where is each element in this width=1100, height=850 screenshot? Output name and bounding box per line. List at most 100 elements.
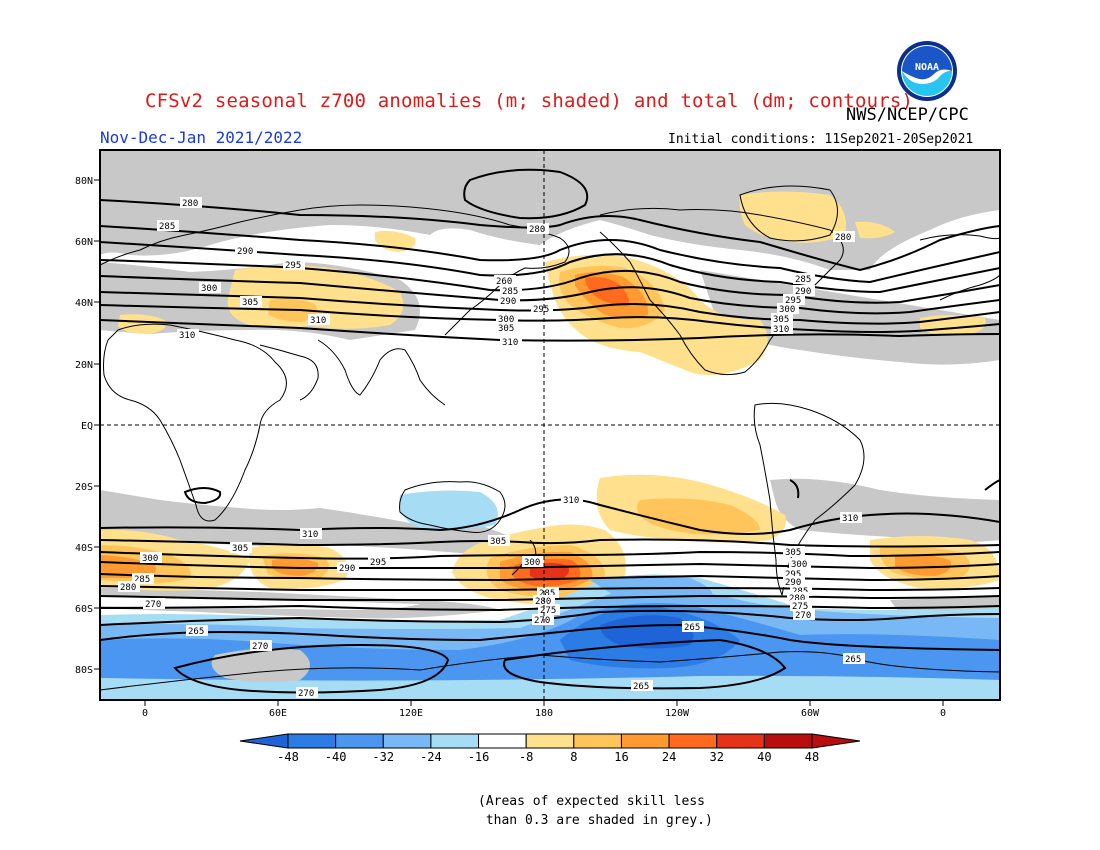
lon-label: 0 [940, 708, 946, 719]
svg-text:275: 275 [540, 606, 556, 616]
colorbar-box [287, 733, 337, 749]
svg-text:280: 280 [120, 583, 136, 593]
svg-text:285: 285 [159, 222, 175, 232]
colorbar-tick-label: 48 [805, 750, 819, 764]
colorbar-tick-label: -48 [277, 750, 299, 764]
svg-text:270: 270 [795, 611, 811, 621]
lat-label: 60N [75, 237, 93, 248]
colorbar-box [668, 733, 718, 749]
svg-text:270: 270 [298, 689, 314, 699]
lat-label: EQ [81, 421, 93, 432]
colorbar-box [525, 733, 575, 749]
lat-label: 80N [75, 176, 93, 187]
neutral-band [100, 595, 420, 610]
org-label: NWS/NCEP/CPC [846, 105, 969, 125]
lon-label: 120E [399, 708, 423, 719]
lon-label: 60E [269, 708, 287, 719]
lat-label: 20N [75, 360, 93, 371]
svg-text:290: 290 [500, 297, 516, 307]
svg-text:265: 265 [684, 623, 700, 633]
colorbar-box [573, 733, 622, 749]
svg-text:295: 295 [785, 296, 801, 306]
lat-label: 40S [75, 543, 93, 554]
svg-text:290: 290 [795, 287, 811, 297]
colorbar: -48 -40 -32 -24 -16 -8 8 16 24 32 40 48 [239, 733, 861, 764]
svg-text:270: 270 [252, 642, 268, 652]
svg-text:310: 310 [563, 496, 579, 506]
colorbar-tick-label: 40 [757, 750, 771, 764]
svg-text:310: 310 [842, 514, 858, 524]
lon-label: 120W [665, 708, 690, 719]
lon-label: 0 [142, 708, 148, 719]
svg-text:310: 310 [302, 530, 318, 540]
colorbar-box [335, 733, 384, 749]
lat-label: 60S [75, 604, 93, 615]
svg-text:285: 285 [539, 589, 555, 599]
svg-text:310: 310 [310, 316, 326, 326]
svg-text:300: 300 [779, 305, 795, 315]
colorbar-tick-label: -40 [325, 750, 347, 764]
colorbar-tick-label: 8 [570, 750, 577, 764]
longitude-axis: 0 60E 120E 180 120W 60W 0 [142, 700, 946, 719]
svg-text:305: 305 [785, 548, 801, 558]
svg-text:290: 290 [237, 247, 253, 257]
svg-text:270: 270 [145, 600, 161, 610]
svg-text:270: 270 [534, 616, 550, 626]
svg-text:305: 305 [498, 324, 514, 334]
lon-label: 60W [801, 708, 820, 719]
svg-text:295: 295 [285, 261, 301, 271]
colorbar-box [620, 733, 670, 749]
svg-text:275: 275 [792, 602, 808, 612]
svg-text:295: 295 [785, 570, 801, 580]
latitude-axis: 80N 60N 40N 20N EQ 20S 40S 60S 80S [75, 176, 100, 676]
colorbar-right-cap [811, 733, 861, 749]
skill-footnote: (Areas of expected skill less than 0.3 a… [478, 794, 713, 828]
colorbar-tick-label: -32 [372, 750, 394, 764]
colorbar-tick-label: -24 [420, 750, 442, 764]
svg-text:265: 265 [845, 655, 861, 665]
svg-text:260: 260 [496, 277, 512, 287]
lat-label: 40N [75, 298, 93, 309]
svg-text:310: 310 [502, 338, 518, 348]
noaa-logo: NOAA [897, 41, 957, 101]
svg-text:265: 265 [633, 682, 649, 692]
colorbar-tick-label: -8 [519, 750, 533, 764]
colorbar-left-cap [239, 733, 289, 749]
svg-text:295: 295 [533, 305, 549, 315]
svg-text:305: 305 [232, 544, 248, 554]
forecast-period: Nov-Dec-Jan 2021/2022 [100, 128, 303, 147]
svg-text:300: 300 [524, 558, 540, 568]
chart-title: CFSv2 seasonal z700 anomalies (m; shaded… [145, 90, 914, 112]
colorbar-box [478, 733, 527, 749]
svg-text:265: 265 [188, 627, 204, 637]
svg-text:300: 300 [201, 284, 217, 294]
svg-text:NOAA: NOAA [915, 62, 939, 73]
positive-anomaly-areas [100, 191, 1000, 605]
svg-text:310: 310 [179, 331, 195, 341]
colorbar-tick-label: 16 [614, 750, 628, 764]
svg-text:305: 305 [490, 537, 506, 547]
colorbar-tick-label: 32 [710, 750, 724, 764]
svg-text:300: 300 [791, 560, 807, 570]
svg-text:280: 280 [535, 597, 551, 607]
svg-text:280: 280 [529, 225, 545, 235]
colorbar-box [763, 733, 813, 749]
colorbar-box [430, 733, 480, 749]
svg-text:305: 305 [773, 315, 789, 325]
svg-text:285: 285 [502, 287, 518, 297]
lat-label: 80S [75, 665, 93, 676]
contour-labels: 280 285 290 295 300 305 310 310 280 260 … [118, 197, 865, 699]
lat-label: 20S [75, 482, 93, 493]
svg-text:300: 300 [142, 554, 158, 564]
svg-text:285: 285 [795, 275, 811, 285]
svg-text:310: 310 [773, 325, 789, 335]
initial-conditions: Initial conditions: 11Sep2021-20Sep2021 [668, 132, 974, 147]
colorbar-tick-label: -16 [468, 750, 490, 764]
svg-text:290: 290 [339, 564, 355, 574]
lon-label: 180 [535, 708, 553, 719]
svg-text:280: 280 [835, 233, 851, 243]
colorbar-tick-label: 24 [662, 750, 676, 764]
svg-text:290: 290 [785, 578, 801, 588]
svg-text:295: 295 [370, 558, 386, 568]
